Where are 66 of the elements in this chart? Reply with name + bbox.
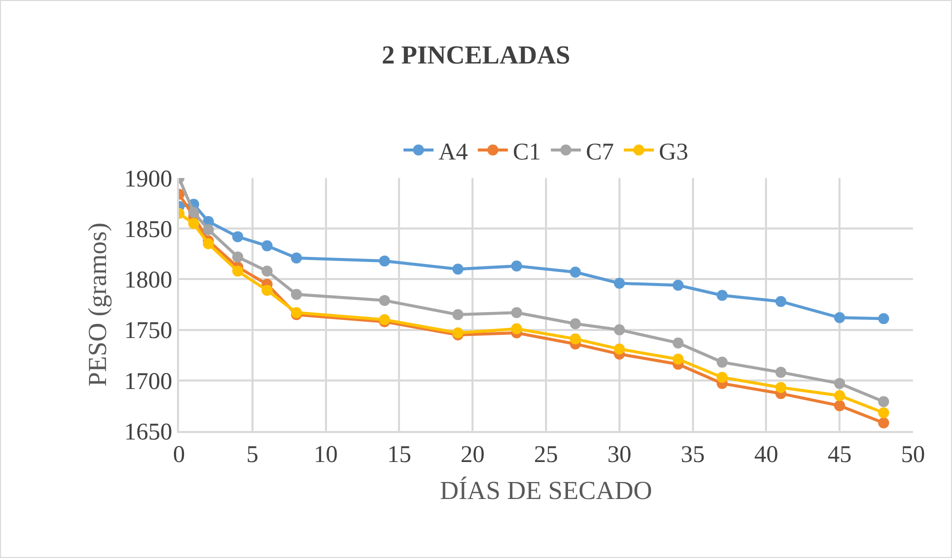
x-axis-title: DÍAS DE SECADO	[440, 476, 652, 505]
y-tick-label: 1650	[124, 419, 172, 446]
point	[452, 264, 464, 275]
y-tick-label: 1800	[124, 268, 172, 294]
point	[379, 294, 390, 306]
y-tick-label: 1750	[124, 318, 172, 344]
x-tick-label: 5	[246, 442, 258, 468]
point	[878, 417, 890, 428]
point	[570, 266, 581, 278]
x-tick-label: 25	[534, 442, 558, 468]
point	[570, 333, 581, 344]
x-tick-label: 10	[314, 442, 338, 468]
point	[511, 323, 522, 334]
point	[290, 288, 302, 300]
point	[232, 231, 244, 242]
point	[188, 206, 200, 218]
y-axis-title: PESO (gramos)	[83, 222, 112, 386]
point	[614, 344, 625, 355]
point	[452, 309, 464, 320]
point	[775, 366, 786, 378]
y-tick-label: 1700	[124, 368, 172, 395]
x-tick-label: 40	[754, 442, 778, 468]
point	[716, 356, 728, 368]
chart-title: 2 PINCELADAS	[382, 40, 570, 70]
point	[878, 407, 890, 418]
point	[290, 252, 302, 264]
x-tick-label: 20	[460, 442, 485, 468]
point	[878, 396, 890, 408]
x-tick-label: 0	[173, 442, 185, 468]
point	[511, 260, 522, 272]
point	[614, 278, 625, 289]
point	[834, 378, 846, 389]
x-tick-label: 50	[901, 442, 925, 468]
point	[716, 290, 728, 301]
point	[672, 354, 684, 365]
point	[511, 307, 522, 318]
y-tick-label: 1900	[124, 166, 172, 192]
x-tick-label: 45	[828, 442, 852, 468]
x-tick-label: 35	[680, 442, 705, 468]
point	[202, 224, 214, 236]
point	[775, 382, 786, 393]
y-tick-label: 1850	[124, 217, 172, 243]
point	[834, 312, 846, 324]
legend-label: G3	[658, 139, 688, 166]
point	[672, 280, 684, 291]
legend-label: C1	[512, 139, 541, 166]
x-tick-label: 15	[387, 442, 412, 468]
point	[262, 284, 273, 296]
point	[716, 372, 728, 383]
point	[262, 266, 273, 277]
point	[570, 318, 581, 330]
point	[775, 296, 786, 307]
legend-label: C7	[586, 139, 614, 166]
point	[202, 238, 214, 250]
point	[614, 324, 625, 336]
point	[834, 390, 846, 402]
point	[672, 337, 684, 348]
point	[834, 400, 846, 412]
point	[232, 266, 244, 277]
point	[188, 218, 200, 230]
point	[878, 313, 890, 324]
x-tick-label: 30	[607, 442, 632, 468]
point	[262, 240, 273, 252]
point	[232, 251, 244, 262]
point	[379, 255, 390, 266]
legend-label: A4	[438, 139, 468, 166]
